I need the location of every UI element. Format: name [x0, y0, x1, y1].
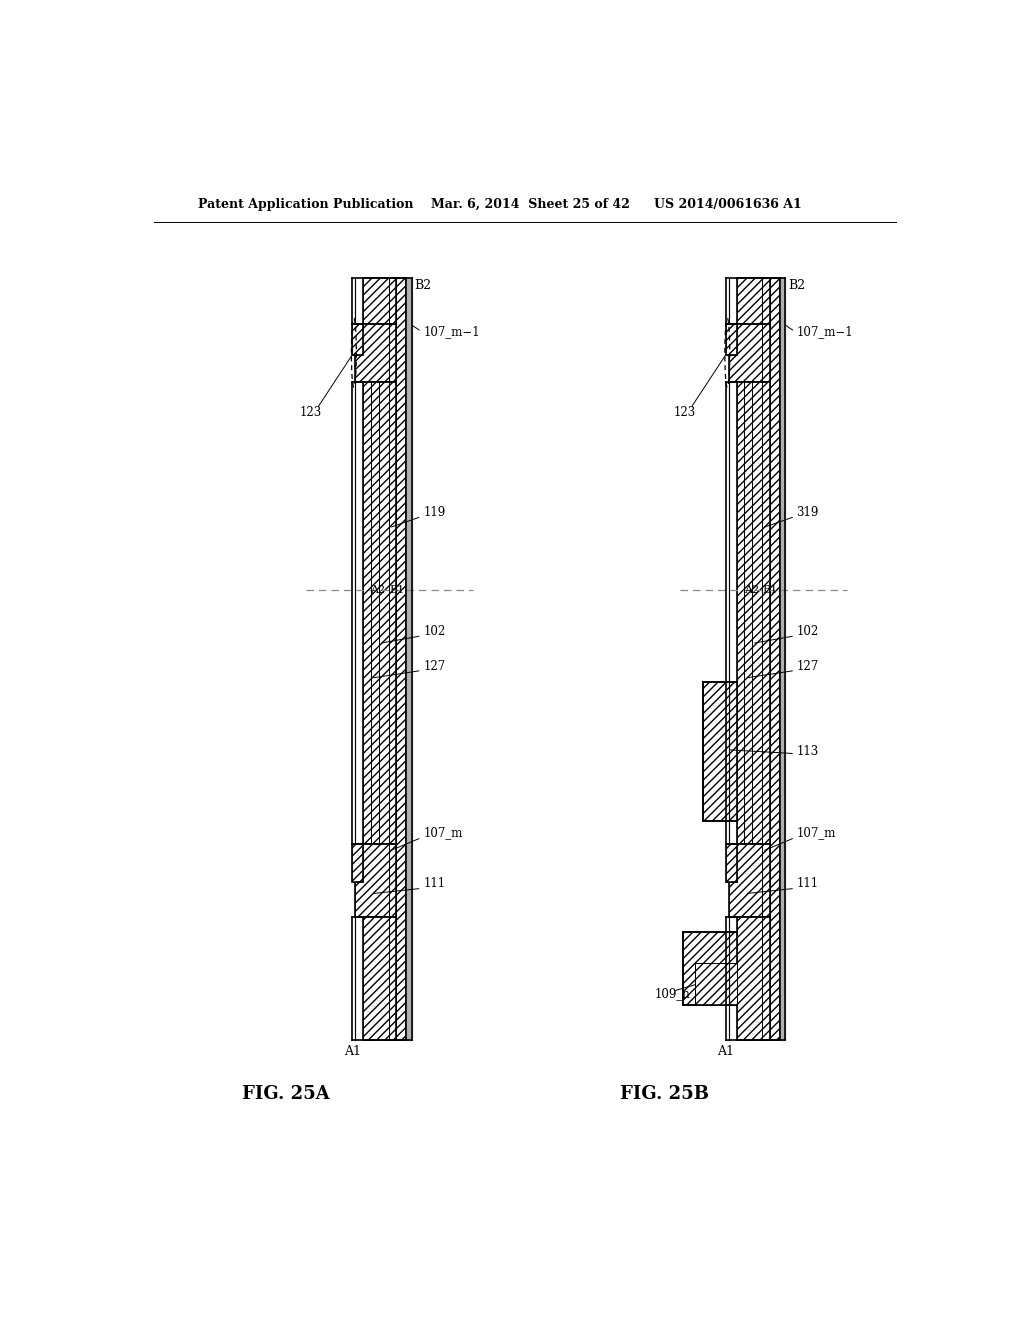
- Polygon shape: [729, 323, 770, 381]
- Text: 123: 123: [674, 407, 695, 418]
- Polygon shape: [770, 277, 779, 1040]
- Text: B1: B1: [763, 585, 778, 594]
- Text: 127: 127: [797, 660, 819, 673]
- Text: 107_m: 107_m: [797, 825, 836, 838]
- Text: 107_m−1: 107_m−1: [797, 325, 853, 338]
- Text: FIG. 25A: FIG. 25A: [243, 1085, 330, 1104]
- Text: 319: 319: [797, 506, 819, 519]
- Polygon shape: [779, 277, 785, 1040]
- Polygon shape: [364, 277, 396, 323]
- Polygon shape: [364, 917, 396, 1040]
- Text: US 2014/0061636 A1: US 2014/0061636 A1: [654, 198, 802, 211]
- Polygon shape: [364, 381, 396, 843]
- Polygon shape: [736, 381, 770, 843]
- Text: A2: A2: [743, 585, 759, 594]
- Text: B2: B2: [788, 279, 805, 292]
- Polygon shape: [729, 843, 770, 917]
- Text: A1: A1: [344, 1045, 360, 1059]
- Text: 113: 113: [797, 744, 819, 758]
- Text: 102: 102: [797, 626, 819, 639]
- Text: B1: B1: [389, 585, 404, 594]
- Polygon shape: [726, 323, 736, 355]
- Polygon shape: [736, 917, 770, 1040]
- Text: A1: A1: [717, 1045, 734, 1059]
- Text: 107_m: 107_m: [423, 825, 463, 838]
- Text: A2: A2: [371, 585, 385, 594]
- Text: 102: 102: [423, 626, 445, 639]
- Text: 107_m−1: 107_m−1: [423, 325, 480, 338]
- Text: 123: 123: [300, 407, 323, 418]
- Text: FIG. 25B: FIG. 25B: [620, 1085, 709, 1104]
- Text: Patent Application Publication: Patent Application Publication: [199, 198, 414, 211]
- Text: Mar. 6, 2014  Sheet 25 of 42: Mar. 6, 2014 Sheet 25 of 42: [431, 198, 630, 211]
- Polygon shape: [683, 932, 736, 1006]
- Polygon shape: [355, 843, 396, 917]
- Polygon shape: [726, 843, 736, 882]
- Text: B2: B2: [415, 279, 432, 292]
- Polygon shape: [702, 682, 736, 821]
- Polygon shape: [355, 323, 396, 381]
- Text: 111: 111: [423, 878, 445, 890]
- Polygon shape: [695, 964, 736, 1006]
- Text: 127: 127: [423, 660, 445, 673]
- Polygon shape: [352, 843, 364, 882]
- Text: 111: 111: [797, 878, 819, 890]
- Polygon shape: [407, 277, 412, 1040]
- Polygon shape: [396, 277, 407, 1040]
- Text: 119: 119: [423, 506, 445, 519]
- Polygon shape: [352, 323, 364, 355]
- Text: 109_n: 109_n: [654, 987, 690, 1001]
- Polygon shape: [736, 277, 770, 323]
